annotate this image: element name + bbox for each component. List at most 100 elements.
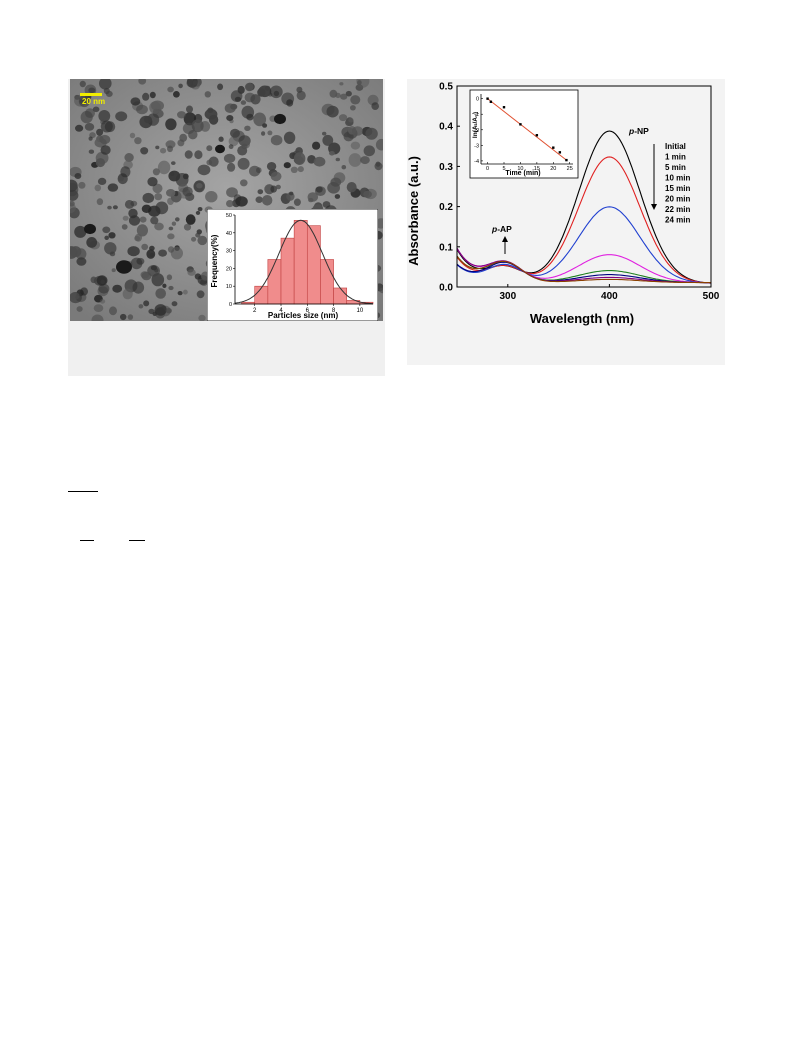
pap-annotation: p-AP <box>491 224 512 234</box>
tem-particle <box>155 201 169 215</box>
tem-particle <box>155 145 160 150</box>
tem-particle <box>158 249 167 257</box>
tem-particle <box>88 149 95 154</box>
kinetics-y-tick-label: -2 <box>474 128 479 134</box>
tem-particle <box>120 313 127 321</box>
tem-particle <box>322 134 334 146</box>
tem-particle <box>122 288 133 300</box>
spectrum-line <box>456 255 711 284</box>
tem-particle <box>160 147 167 154</box>
scale-bar-label: 20 nm <box>82 97 105 106</box>
tem-particle <box>150 265 157 271</box>
tem-particle <box>350 141 361 150</box>
tem-particle <box>157 160 171 175</box>
legend-entry: 24 min <box>665 216 690 225</box>
kinetics-y-tick-label: -3 <box>474 143 479 149</box>
tem-particle <box>371 102 380 110</box>
tem-particle <box>124 200 135 209</box>
tem-particle <box>257 189 264 195</box>
tem-particle <box>283 162 291 169</box>
tem-particle <box>168 170 181 182</box>
tem-particle <box>297 166 304 173</box>
tem-particle <box>96 198 104 206</box>
kinetics-fit-line <box>487 98 567 161</box>
tem-particle <box>116 260 132 274</box>
spectra-y-tick-label: 0.1 <box>439 242 453 253</box>
tem-particle <box>100 279 105 285</box>
histogram-x-tick-label: 10 <box>357 308 364 314</box>
tem-particle <box>348 117 354 123</box>
tem-particle <box>244 82 254 92</box>
tem-particle <box>88 136 93 141</box>
legend-entry: 5 min <box>665 163 686 172</box>
tem-particle <box>262 123 268 128</box>
tem-particle <box>228 144 234 150</box>
spectra-x-label: Wavelength (nm) <box>530 311 634 326</box>
tem-particle <box>154 193 163 201</box>
tem-particle <box>140 271 150 279</box>
tem-particle <box>258 85 272 98</box>
tem-particle <box>141 204 152 213</box>
tem-particle <box>140 147 149 155</box>
tem-particle <box>149 101 161 114</box>
tem-particle <box>99 79 112 90</box>
tem-particle <box>95 158 105 168</box>
tem-particle <box>237 85 245 94</box>
tem-particle <box>127 246 140 257</box>
tem-particle <box>290 166 298 173</box>
tem-particle <box>182 173 189 180</box>
tem-particle <box>178 83 183 89</box>
kinetics-point <box>502 106 506 109</box>
tem-particle <box>168 226 174 231</box>
tem-particle <box>356 79 370 88</box>
tem-particle <box>228 136 239 147</box>
spectra-y-label: Absorbance (a.u.) <box>407 156 421 266</box>
histogram-bar <box>254 285 269 305</box>
tem-particle <box>313 156 326 167</box>
tem-particle <box>348 153 362 167</box>
tem-particle <box>136 104 148 115</box>
tem-particle <box>166 189 176 197</box>
histogram-bar <box>333 287 348 305</box>
tem-particle <box>226 115 234 121</box>
tem-particle <box>341 165 347 170</box>
tem-particle <box>375 138 383 151</box>
tem-particle <box>227 162 236 172</box>
tem-particle <box>185 214 196 225</box>
tem-particle <box>94 184 102 192</box>
tem-particle <box>108 232 116 239</box>
tem-particle <box>151 273 165 287</box>
tem-particle <box>162 283 167 288</box>
separator-line <box>80 540 94 541</box>
tem-particle <box>88 87 96 94</box>
kinetics-point <box>489 100 493 103</box>
tem-particle <box>339 82 344 86</box>
tem-particle <box>235 196 248 207</box>
tem-particle <box>240 100 247 105</box>
tem-particle <box>70 246 82 258</box>
tem-particle <box>350 95 361 105</box>
histogram-plot: 2 4 6 8 10 0 10 20 30 40 50 <box>226 213 374 314</box>
kinetics-point <box>565 158 568 162</box>
spectra-y-tick-label: 0.3 <box>439 162 453 173</box>
tem-particle <box>121 224 128 230</box>
tem-particle <box>154 304 167 316</box>
tem-particle <box>327 182 340 194</box>
tem-particle <box>296 90 306 101</box>
tem-particle <box>322 131 327 136</box>
tem-particle <box>197 207 203 212</box>
histogram-x-tick-label: 2 <box>253 308 257 314</box>
tem-particle <box>76 257 87 266</box>
tem-particle <box>205 191 218 203</box>
tem-particle <box>275 184 281 190</box>
tem-particle <box>333 172 346 184</box>
tem-particle <box>154 222 164 231</box>
tem-particle <box>215 144 225 154</box>
tem-particle <box>84 223 96 235</box>
tem-particle <box>230 128 240 138</box>
tem-particle <box>167 246 175 253</box>
spectra-y-tick-label: 0.2 <box>439 202 453 213</box>
tem-particle <box>334 194 341 199</box>
legend-entry: 10 min <box>665 174 690 183</box>
